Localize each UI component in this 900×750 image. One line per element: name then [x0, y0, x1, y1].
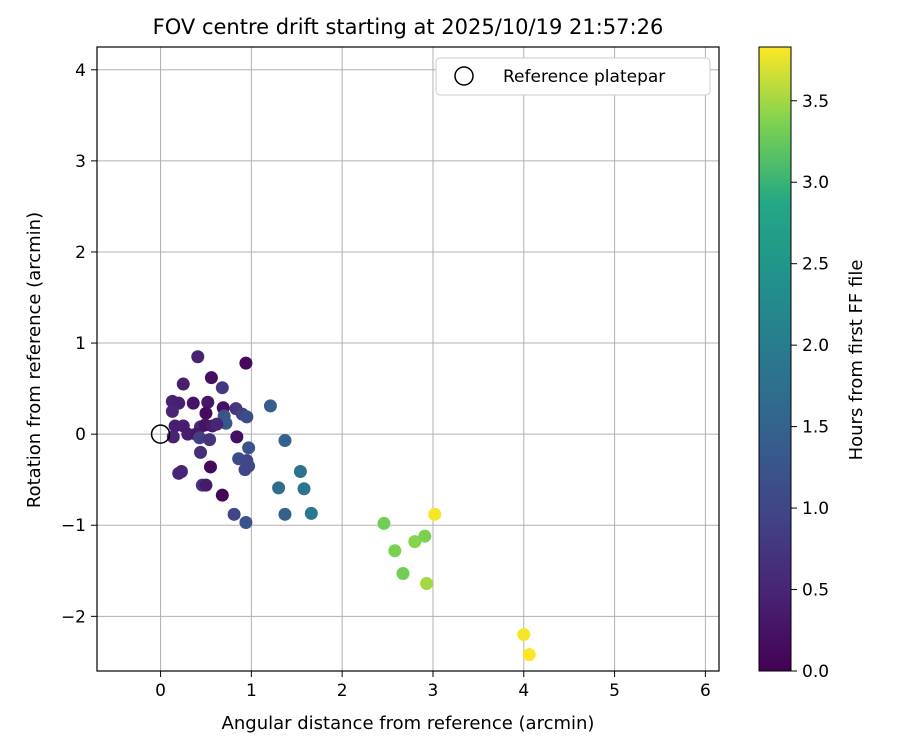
y-tick-label: 0 — [75, 425, 86, 445]
data-point — [199, 406, 213, 420]
x-tick-label: 3 — [428, 681, 439, 701]
data-point — [408, 535, 422, 549]
data-point — [278, 434, 292, 448]
colorbar-tick-label: 3.0 — [802, 173, 829, 193]
data-point — [517, 628, 531, 642]
colorbar-tick-label: 1.5 — [802, 418, 829, 438]
data-point — [191, 350, 205, 364]
legend: Reference platepar — [435, 57, 711, 96]
colorbar-ticks: 0.0 0.5 1.0 1.5 2.0 2.5 3.0 3.5 — [791, 92, 829, 682]
data-point — [522, 648, 536, 662]
data-point — [263, 399, 277, 413]
data-point — [193, 431, 207, 445]
y-tick-label: 1 — [75, 334, 86, 354]
x-tick-label: 5 — [609, 681, 620, 701]
reference-marker — [150, 424, 171, 444]
data-point — [297, 482, 311, 496]
y-tick-label: −1 — [61, 516, 86, 536]
data-point — [239, 356, 253, 370]
x-tick-label: 6 — [700, 681, 711, 701]
data-point — [230, 430, 244, 444]
x-tick-label: 0 — [155, 681, 166, 701]
data-point — [215, 488, 229, 502]
x-axis-label: Angular distance from reference (arcmin) — [222, 713, 595, 734]
data-point — [194, 445, 208, 459]
y-tick-label: −2 — [61, 607, 86, 627]
y-axis-label: Rotation from reference (arcmin) — [24, 212, 45, 508]
data-point — [240, 410, 254, 424]
data-point — [186, 396, 200, 410]
data-point — [304, 506, 318, 520]
x-axis-ticks: 0 1 2 3 4 5 6 — [155, 671, 711, 701]
data-point — [201, 395, 215, 409]
data-point — [204, 460, 218, 474]
data-point — [227, 507, 241, 521]
data-point — [239, 516, 253, 530]
data-point — [165, 404, 179, 418]
y-axis-ticks: −2 −1 0 1 2 3 4 — [61, 61, 97, 627]
data-point — [278, 507, 292, 521]
legend-label-reference: Reference platepar — [503, 67, 665, 87]
data-point — [242, 441, 256, 455]
colorbar-gradient — [758, 46, 792, 672]
x-tick-label: 4 — [518, 681, 529, 701]
data-point — [293, 465, 307, 479]
data-point — [272, 481, 286, 495]
data-point — [204, 371, 218, 385]
data-point — [377, 516, 391, 530]
data-point — [238, 463, 252, 477]
data-point — [418, 529, 432, 543]
data-point — [176, 377, 190, 391]
data-point — [396, 567, 410, 581]
chart-title: FOV centre drift starting at 2025/10/19 … — [153, 15, 664, 39]
data-point — [388, 544, 402, 558]
data-point — [428, 507, 442, 521]
colorbar-tick-label: 2.0 — [802, 336, 829, 356]
y-tick-label: 2 — [75, 243, 86, 263]
data-point — [215, 381, 229, 395]
y-tick-label: 4 — [75, 61, 86, 81]
colorbar-tick-label: 2.5 — [802, 255, 829, 275]
colorbar-tick-label: 1.0 — [802, 499, 829, 519]
data-point — [420, 577, 434, 591]
data-points — [165, 350, 536, 662]
data-point — [172, 466, 186, 480]
data-point — [199, 478, 213, 492]
colorbar-tick-label: 0.0 — [802, 662, 829, 682]
legend-box — [435, 57, 711, 96]
colorbar-tick-label: 3.5 — [802, 92, 829, 112]
y-tick-label: 3 — [75, 152, 86, 172]
x-tick-label: 1 — [246, 681, 257, 701]
x-tick-label: 2 — [337, 681, 348, 701]
plot-frame — [96, 46, 720, 672]
colorbar-tick-label: 0.5 — [802, 581, 829, 601]
data-point — [203, 433, 217, 447]
colorbar-label: Hours from first FF file — [846, 260, 867, 461]
colorbar: 0.0 0.5 1.0 1.5 2.0 2.5 3.0 3.5 Hours from firs… — [758, 46, 867, 682]
data-point — [210, 417, 224, 431]
legend-marker-reference — [454, 66, 474, 86]
reference-marker-group — [150, 424, 171, 444]
